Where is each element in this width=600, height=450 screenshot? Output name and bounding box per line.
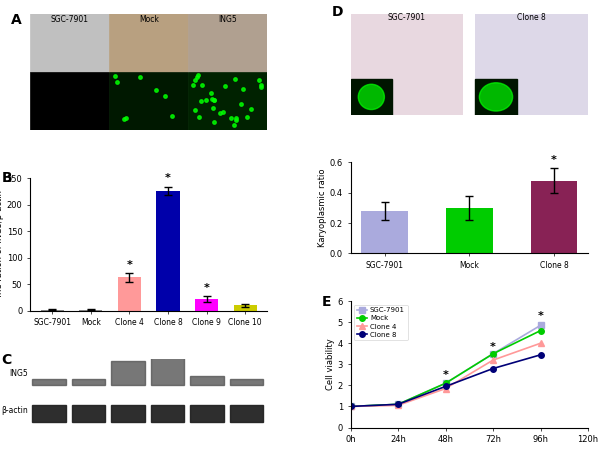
Text: β-actin: β-actin (1, 406, 28, 415)
Text: ING5: ING5 (9, 369, 28, 378)
Bar (30, 14, 109, 72)
Y-axis label: Cell viability: Cell viability (326, 338, 335, 390)
Clone 8 (347, 404, 354, 409)
Clone 8 (537, 352, 544, 358)
Clone 4 (442, 386, 449, 391)
Bar (41, 310, 64, 311)
Bar (71, 405, 105, 422)
Y-axis label: Karyoplasmic ratio: Karyoplasmic ratio (318, 169, 327, 247)
Text: ING5: ING5 (218, 15, 237, 24)
Bar (233, 306, 257, 311)
SGC-7901 (394, 402, 401, 407)
Ellipse shape (358, 84, 385, 109)
Text: Mock: Mock (139, 15, 158, 24)
Clone 4 (537, 341, 544, 346)
Mock (394, 402, 401, 407)
Bar (230, 405, 263, 422)
SGC-7901 (347, 404, 354, 409)
Y-axis label: The ration of ING5/β-actin: The ration of ING5/β-actin (0, 190, 4, 299)
Text: Clone 8: Clone 8 (517, 14, 546, 22)
Text: D: D (332, 5, 343, 19)
Bar (118, 277, 141, 311)
Text: *: * (490, 342, 496, 352)
Ellipse shape (479, 83, 512, 111)
Bar (111, 360, 145, 385)
Mock (490, 351, 497, 356)
SGC-7901 (537, 323, 544, 328)
Legend: SGC-7901, Mock, Clone 4, Clone 8: SGC-7901, Mock, Clone 4, Clone 8 (354, 305, 408, 340)
Text: B: B (2, 171, 12, 185)
Bar (475, 14, 588, 115)
Clone 4 (490, 357, 497, 363)
Bar (190, 405, 224, 422)
Text: SGC-7901: SGC-7901 (50, 15, 89, 24)
Mock (442, 381, 449, 386)
SGC-7901 (490, 351, 497, 356)
Text: *: * (165, 173, 171, 183)
Clone 4 (347, 404, 354, 409)
Text: E: E (322, 295, 332, 309)
Bar (30, 72, 109, 130)
Bar (530, 180, 577, 253)
Bar (230, 378, 263, 385)
Bar (446, 208, 493, 253)
Text: *: * (443, 370, 448, 380)
Bar (32, 379, 65, 385)
Clone 8 (394, 402, 401, 407)
SGC-7901 (442, 381, 449, 386)
Text: *: * (551, 155, 557, 166)
Bar (151, 405, 184, 422)
Text: *: * (127, 260, 133, 270)
Bar (475, 79, 517, 115)
Clone 8 (442, 384, 449, 389)
Line: SGC-7901: SGC-7901 (348, 323, 543, 409)
Bar (195, 299, 218, 311)
Bar (188, 72, 268, 130)
Bar (111, 405, 145, 422)
Text: *: * (538, 311, 544, 321)
Bar (79, 310, 103, 311)
Bar (109, 72, 188, 130)
Mock (347, 404, 354, 409)
Bar (361, 211, 408, 253)
Text: C: C (2, 353, 12, 367)
Bar (157, 191, 179, 311)
Bar (350, 14, 463, 115)
Bar (188, 14, 268, 72)
Line: Clone 4: Clone 4 (348, 341, 543, 409)
Text: *: * (203, 283, 209, 293)
Line: Mock: Mock (348, 328, 543, 409)
Mock (537, 328, 544, 333)
Text: A: A (11, 14, 22, 27)
Text: SGC-7901: SGC-7901 (388, 14, 426, 22)
Bar (350, 79, 392, 115)
Clone 8 (490, 366, 497, 371)
Bar (190, 377, 224, 385)
Bar (151, 357, 184, 385)
Clone 4 (394, 403, 401, 408)
Bar (71, 378, 105, 385)
Bar (109, 14, 188, 72)
Bar (32, 405, 65, 422)
Line: Clone 8: Clone 8 (348, 352, 543, 409)
